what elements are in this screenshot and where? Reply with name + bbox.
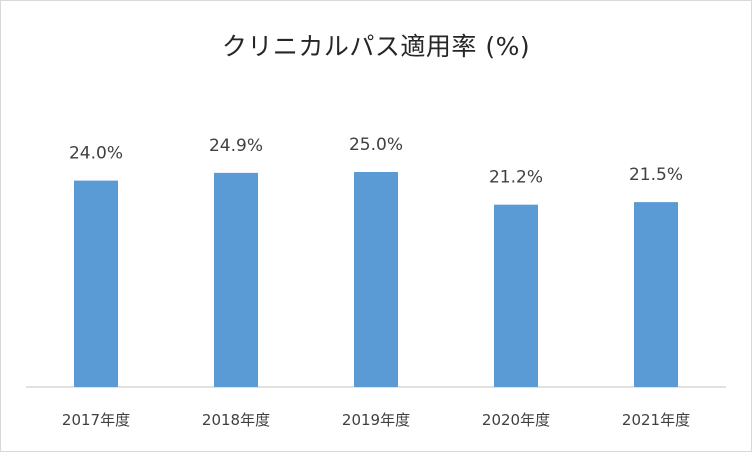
bar-3 [354, 172, 398, 387]
x-tick-label-5: 2021年度 [622, 411, 690, 429]
data-label-2: 24.9% [209, 136, 263, 156]
x-tick-label-1: 2017年度 [62, 411, 130, 429]
x-tick-label-2: 2018年度 [202, 411, 270, 429]
data-label-5: 21.5% [629, 165, 683, 185]
data-label-1: 24.0% [69, 144, 123, 164]
bar-5 [634, 202, 678, 387]
data-label-3: 25.0% [349, 135, 403, 155]
bar-2 [214, 172, 258, 387]
bar-1 [74, 180, 118, 387]
chart-title: クリニカルパス適用率 (%) [221, 32, 531, 61]
bar-4 [494, 204, 538, 387]
x-tick-label-4: 2020年度 [482, 411, 550, 429]
data-label-4: 21.2% [489, 168, 543, 188]
x-tick-label-3: 2019年度 [342, 411, 410, 429]
